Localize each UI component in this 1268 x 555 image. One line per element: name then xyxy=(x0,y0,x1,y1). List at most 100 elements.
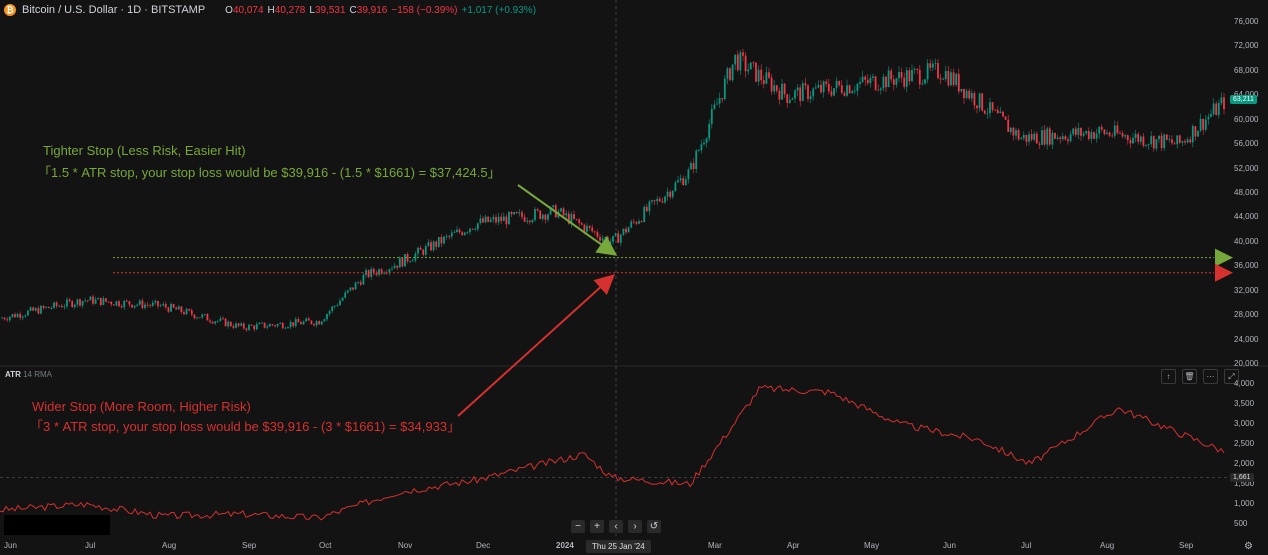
candle-body xyxy=(1025,134,1028,142)
candle-body xyxy=(1134,134,1137,138)
gear-icon[interactable]: ⚙ xyxy=(1244,541,1253,552)
candle-body xyxy=(877,89,880,91)
candle-body xyxy=(320,321,323,325)
candle-body xyxy=(354,282,357,290)
candle-body xyxy=(794,90,796,99)
candle-body xyxy=(690,163,692,170)
candle-body xyxy=(656,198,659,202)
candle-body xyxy=(1007,119,1010,132)
candle-body xyxy=(279,323,282,324)
candle-body xyxy=(1173,143,1176,145)
last-price-chip: 63,211 xyxy=(1230,95,1257,105)
tight-stop-arrow xyxy=(517,184,618,256)
candle-body xyxy=(703,142,705,145)
zoom-in-button[interactable]: + xyxy=(590,520,604,533)
candle-body xyxy=(118,301,120,307)
candle-body xyxy=(853,90,856,92)
candle-body xyxy=(957,73,960,92)
candle-body xyxy=(274,325,276,327)
candle-body xyxy=(851,91,854,94)
candle-body xyxy=(760,69,763,81)
candle-body xyxy=(287,327,289,328)
candle-body xyxy=(1171,139,1173,144)
candle-body xyxy=(1160,135,1163,149)
symbol-title[interactable]: Bitcoin / U.S. Dollar · 1D · BITSTAMP xyxy=(22,4,206,16)
chart-nav: − + ‹ › ↺ xyxy=(571,520,661,533)
candle-body xyxy=(627,227,630,233)
candle-body xyxy=(531,220,534,223)
candle-body xyxy=(21,316,24,318)
candle-body xyxy=(619,234,622,243)
candle-body xyxy=(1020,138,1023,140)
candle-body xyxy=(804,83,807,86)
wide-stop-marker xyxy=(1215,263,1233,282)
zoom-out-button[interactable]: − xyxy=(571,520,585,533)
candle-body xyxy=(1210,114,1212,117)
candle-body xyxy=(32,307,35,311)
candle-body xyxy=(1186,139,1189,143)
low-value: 39,531 xyxy=(314,4,346,16)
maximize-icon[interactable]: ⤢ xyxy=(1224,369,1239,384)
candle-body xyxy=(315,321,318,326)
candle-body xyxy=(606,237,609,245)
candle-body xyxy=(123,300,126,308)
trash-icon[interactable]: 🗑 xyxy=(1182,369,1197,384)
candle-body xyxy=(211,321,214,324)
candle-body xyxy=(523,216,526,222)
scroll-left-button[interactable]: ‹ xyxy=(609,520,623,533)
candle-body xyxy=(1,317,3,319)
candle-body xyxy=(58,305,61,307)
candle-body xyxy=(895,78,898,85)
scroll-right-button[interactable]: › xyxy=(628,520,642,533)
candle-body xyxy=(331,306,334,312)
candle-body xyxy=(567,213,570,224)
candle-body xyxy=(820,84,822,93)
candle-body xyxy=(281,323,284,329)
atr-axis-label: 1,000 xyxy=(1234,499,1255,508)
candle-body xyxy=(99,297,102,305)
candle-body xyxy=(1184,141,1186,143)
candle-body xyxy=(300,322,302,325)
candle-body xyxy=(1202,118,1205,130)
candle-body xyxy=(1113,125,1116,136)
candle-body xyxy=(807,85,809,99)
candle-body xyxy=(81,300,84,306)
candle-body xyxy=(409,261,412,263)
candle-body xyxy=(729,68,731,81)
candle-body xyxy=(466,232,469,234)
candle-body xyxy=(952,72,955,85)
candle-body xyxy=(765,72,768,84)
candle-body xyxy=(903,77,906,87)
reset-button[interactable]: ↺ xyxy=(647,520,661,533)
candle-body xyxy=(328,311,331,315)
candle-body xyxy=(136,304,139,306)
candle-body xyxy=(175,307,178,310)
candle-body xyxy=(255,324,258,330)
atr-pane-label[interactable]: ATR 14 RMA xyxy=(5,370,52,379)
candle-body xyxy=(141,300,144,308)
candle-body xyxy=(1095,133,1098,139)
candle-body xyxy=(1069,134,1072,142)
candle-body xyxy=(684,179,687,186)
candle-body xyxy=(313,323,315,326)
candle-body xyxy=(414,253,417,261)
candle-body xyxy=(40,305,42,314)
candle-body xyxy=(253,325,256,330)
candle-body xyxy=(1012,127,1015,136)
candle-body xyxy=(97,297,100,300)
candle-body xyxy=(989,102,991,114)
candle-body xyxy=(1145,144,1147,146)
arrow-up-icon[interactable]: ↑ xyxy=(1161,369,1176,384)
candle-body xyxy=(612,236,614,242)
candle-body xyxy=(827,83,830,92)
candle-body xyxy=(695,150,698,170)
candle-body xyxy=(159,305,162,307)
candle-body xyxy=(183,312,185,315)
more-icon[interactable]: ⋯ xyxy=(1203,369,1218,384)
candle-body xyxy=(222,318,224,320)
candle-body xyxy=(435,241,438,247)
candle-body xyxy=(430,242,432,251)
candle-body xyxy=(786,94,789,103)
candle-body xyxy=(250,324,253,326)
